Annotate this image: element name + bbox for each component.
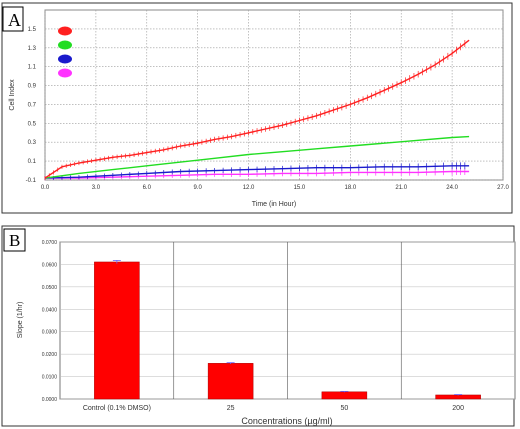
panel-a-x-tick-label: 9.0	[193, 185, 202, 191]
panel-b-y-ticks: 0.0000 0.0100 0.0200 0.0300 0.0400 0.0500 0.06…	[42, 240, 58, 403]
panel-b-y-tick-label: 0.0200	[42, 352, 58, 358]
panel-a-x-axis-label: Time (in Hour)	[252, 201, 296, 208]
bar-3	[435, 394, 481, 400]
series-25-g-ml	[44, 135, 470, 179]
legend-marker-200-g-ml	[58, 68, 72, 78]
panel-a-y-tick-label: -0.1	[26, 178, 37, 184]
panel-a-label-box	[2, 6, 24, 32]
panel-a-x-tick-label: 0.0	[41, 185, 50, 191]
bar-2	[321, 391, 368, 400]
panel-a-x-tick-label: 21.0	[395, 185, 407, 191]
panel-a-label: A	[8, 10, 21, 30]
series-line-25-g-ml	[44, 135, 470, 179]
panel-b-y-tick-label: 0.0700	[42, 240, 58, 246]
series-control-0-1-dmso	[44, 39, 470, 181]
panel-a-y-tick-label: 1.1	[28, 65, 37, 71]
panel-b-y-tick-label: 0.0300	[42, 330, 58, 336]
panel-b-bars	[94, 259, 481, 400]
panel-a-plot-area	[44, 9, 504, 181]
legend-marker-control-0-1-dmso	[58, 26, 72, 36]
panel-b-y-axis-label: Slope (1/hr)	[17, 302, 24, 339]
panel-b-label: B	[9, 231, 20, 250]
panel-a-series	[44, 39, 470, 181]
panel-a-x-tick-label: 6.0	[143, 185, 152, 191]
panel-a: A -0.1 0.1 0.3 0.5 0.7 0.9 1.1 1.3 1.5 0.0 3.0 6.0…	[1, 2, 513, 214]
panel-a-y-tick-label: 0.5	[28, 121, 37, 127]
panel-a-y-tick-label: 0.3	[28, 140, 37, 146]
panel-b-y-tick-label: 0.0400	[42, 307, 58, 313]
panel-a-y-tick-label: 0.1	[28, 159, 37, 165]
bar-1	[207, 363, 254, 400]
panel-b-y-tick-label: 0.0000	[42, 397, 58, 403]
panel-b: B 0.00000.01000.02000.03000.04000.05000.…	[1, 225, 516, 427]
panel-a-y-axis-label: Cell Index	[9, 79, 16, 111]
panel-a-grid	[44, 10, 504, 181]
panel-a-x-tick-label: 27.0	[497, 185, 509, 191]
panel-b-y-tick-label: 0.0600	[42, 262, 58, 268]
panel-a-y-tick-label: 1.3	[28, 46, 37, 52]
panel-a-y-tick-label: 0.9	[28, 84, 37, 90]
panel-b-y-tick-label: 0.0500	[42, 285, 58, 291]
panel-b-x-tick-label: 200	[452, 405, 464, 412]
panel-b-x-ticks: Control (0.1% DMSO) 25 50 200	[83, 405, 464, 412]
panel-b-x-axis-label: Concentrations (µg/ml)	[241, 416, 332, 426]
panel-a-x-tick-label: 24.0	[446, 185, 458, 191]
panel-b-label-box	[3, 228, 26, 252]
panel-a-y-tick-label: 1.5	[28, 27, 37, 33]
bar-0	[94, 261, 140, 400]
panel-b-x-tick-label: Control (0.1% DMSO)	[83, 405, 151, 412]
series-50-g-ml	[44, 162, 470, 181]
panel-a-x-tick-label: 15.0	[294, 185, 306, 191]
legend-marker-25-g-ml	[58, 40, 72, 50]
panel-b-x-tick-label: 50	[340, 405, 348, 412]
panel-a-x-tick-label: 12.0	[243, 185, 255, 191]
panel-a-x-ticks: 0.0 3.0 6.0 9.0 12.0 15.0 18.0 21.0 24.0 27.0	[41, 185, 510, 191]
panel-a-y-tick-label: 0.7	[28, 102, 37, 108]
panel-a-y-ticks: -0.1 0.1 0.3 0.5 0.7 0.9 1.1 1.3 1.5	[26, 27, 37, 184]
panel-a-x-tick-label: 3.0	[92, 185, 101, 191]
panel-b-x-tick-label: 25	[227, 405, 235, 412]
panel-a-x-tick-label: 18.0	[344, 185, 356, 191]
panel-b-y-tick-label: 0.0100	[42, 375, 58, 381]
legend-marker-50-g-ml	[58, 54, 72, 64]
panel-a-legend	[58, 26, 72, 78]
